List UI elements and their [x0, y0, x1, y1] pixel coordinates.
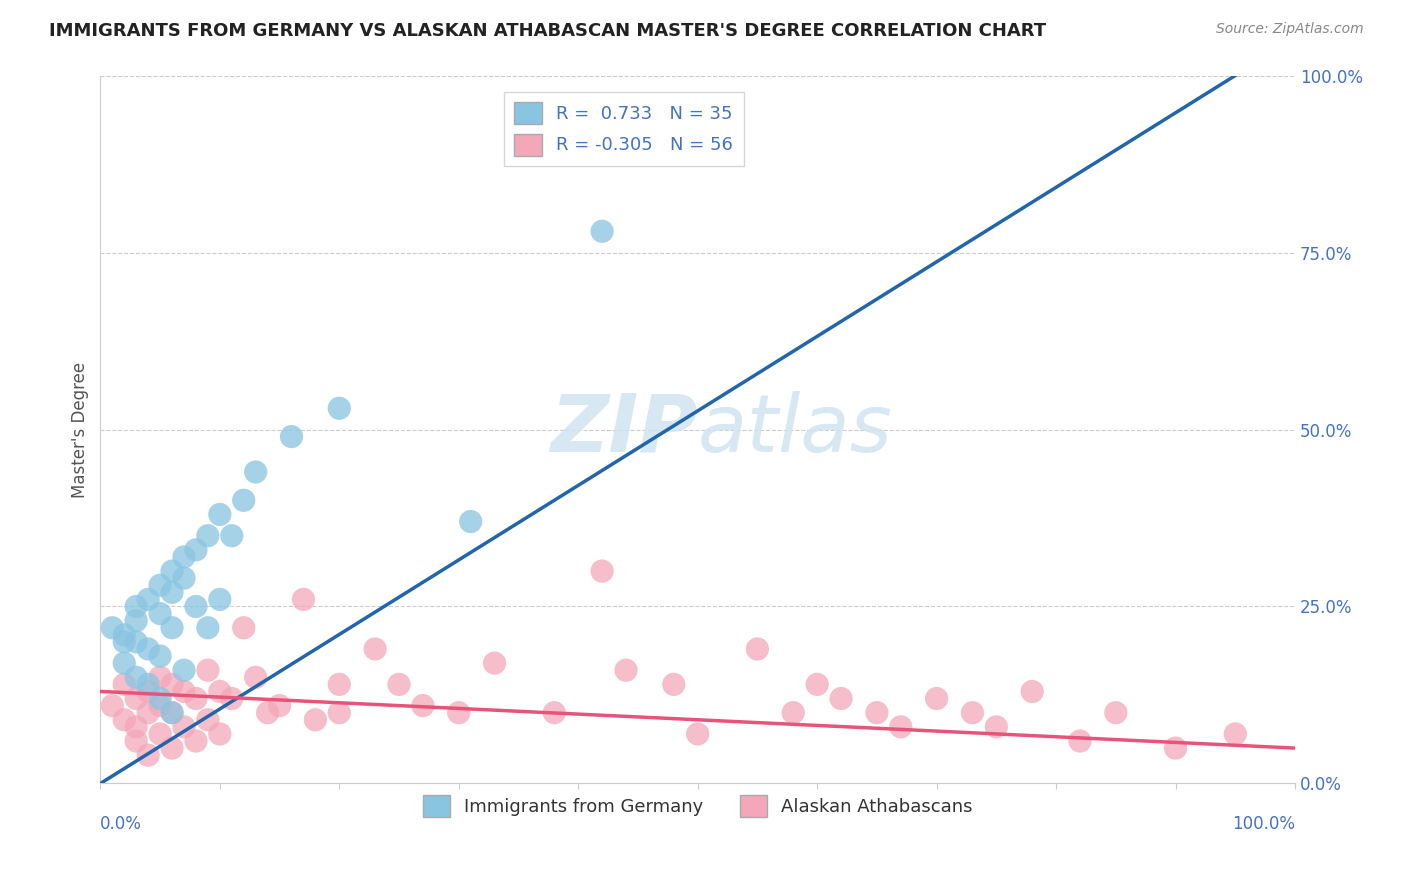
Y-axis label: Master's Degree: Master's Degree [72, 361, 89, 498]
Text: 0.0%: 0.0% [100, 815, 142, 833]
Point [184, 734, 207, 748]
Legend: Immigrants from Germany, Alaskan Athabascans: Immigrants from Germany, Alaskan Athabas… [416, 788, 980, 824]
Point [101, 698, 124, 713]
Point [197, 713, 219, 727]
Point [1105, 706, 1128, 720]
Point [830, 691, 852, 706]
Point [269, 698, 291, 713]
Text: ZIP: ZIP [550, 391, 697, 468]
Point [112, 677, 135, 691]
Point [160, 706, 183, 720]
Point [149, 648, 172, 663]
Point [112, 628, 135, 642]
Point [866, 706, 889, 720]
Point [1021, 684, 1043, 698]
Point [197, 529, 219, 543]
Point [806, 677, 828, 691]
Point [197, 663, 219, 677]
Point [136, 677, 159, 691]
Point [160, 585, 183, 599]
Point [662, 677, 685, 691]
Point [292, 592, 315, 607]
Point [125, 614, 148, 628]
Point [484, 656, 506, 670]
Point [125, 599, 148, 614]
Point [280, 429, 302, 443]
Point [160, 677, 183, 691]
Point [197, 621, 219, 635]
Point [173, 571, 195, 585]
Point [149, 578, 172, 592]
Point [136, 642, 159, 657]
Point [112, 656, 135, 670]
Point [125, 720, 148, 734]
Point [364, 642, 387, 657]
Point [149, 607, 172, 621]
Point [136, 748, 159, 763]
Point [412, 698, 434, 713]
Point [160, 564, 183, 578]
Point [221, 529, 243, 543]
Point [591, 564, 613, 578]
Point [173, 720, 195, 734]
Point [208, 508, 231, 522]
Point [256, 706, 278, 720]
Point [208, 727, 231, 741]
Point [614, 663, 637, 677]
Point [245, 670, 267, 684]
Point [328, 706, 350, 720]
Point [591, 224, 613, 238]
Point [160, 706, 183, 720]
Point [1225, 727, 1247, 741]
Point [125, 691, 148, 706]
Point [136, 592, 159, 607]
Point [125, 635, 148, 649]
Point [986, 720, 1008, 734]
Point [1069, 734, 1091, 748]
Point [208, 592, 231, 607]
Point [160, 741, 183, 756]
Point [173, 549, 195, 564]
Point [328, 401, 350, 416]
Point [747, 642, 769, 657]
Point [173, 663, 195, 677]
Point [208, 684, 231, 698]
Point [1164, 741, 1187, 756]
Point [184, 599, 207, 614]
Point [304, 713, 326, 727]
Point [149, 670, 172, 684]
Point [543, 706, 565, 720]
Point [328, 677, 350, 691]
Point [149, 691, 172, 706]
Point [160, 621, 183, 635]
Point [221, 691, 243, 706]
Text: Source: ZipAtlas.com: Source: ZipAtlas.com [1216, 22, 1364, 37]
Point [232, 493, 254, 508]
Point [925, 691, 948, 706]
Point [149, 727, 172, 741]
Point [460, 515, 482, 529]
Point [890, 720, 912, 734]
Text: 100.0%: 100.0% [1232, 815, 1295, 833]
Point [125, 734, 148, 748]
Point [447, 706, 470, 720]
Point [232, 621, 254, 635]
Point [388, 677, 411, 691]
Point [782, 706, 804, 720]
Point [173, 684, 195, 698]
Point [112, 635, 135, 649]
Point [136, 684, 159, 698]
Point [184, 691, 207, 706]
Point [149, 698, 172, 713]
Point [245, 465, 267, 479]
Point [686, 727, 709, 741]
Point [125, 670, 148, 684]
Point [136, 706, 159, 720]
Point [101, 621, 124, 635]
Point [112, 713, 135, 727]
Text: atlas: atlas [697, 391, 893, 468]
Text: IMMIGRANTS FROM GERMANY VS ALASKAN ATHABASCAN MASTER'S DEGREE CORRELATION CHART: IMMIGRANTS FROM GERMANY VS ALASKAN ATHAB… [49, 22, 1046, 40]
Point [184, 542, 207, 557]
Point [962, 706, 984, 720]
